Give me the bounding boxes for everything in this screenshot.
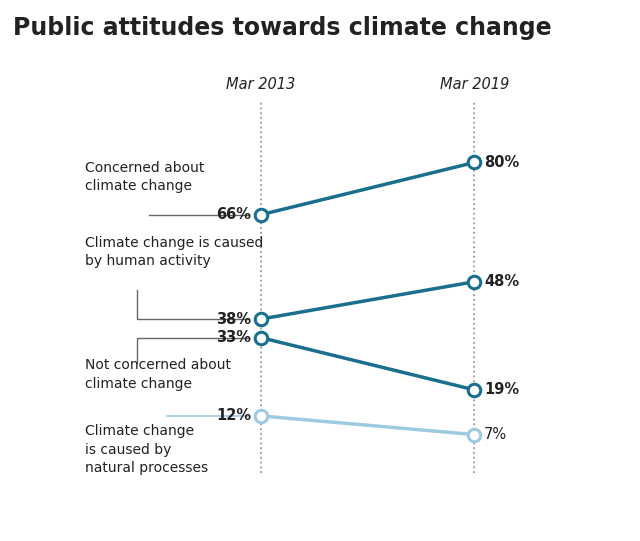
Text: 38%: 38% xyxy=(216,312,251,327)
Text: 19%: 19% xyxy=(484,382,520,397)
Text: Climate change is caused
by human activity: Climate change is caused by human activi… xyxy=(85,236,263,268)
Text: 80%: 80% xyxy=(484,155,520,170)
Text: 7%: 7% xyxy=(484,427,508,442)
Text: Mar 2013: Mar 2013 xyxy=(227,77,296,92)
Text: Concerned about
climate change: Concerned about climate change xyxy=(85,161,204,193)
Text: 66%: 66% xyxy=(216,207,251,222)
Text: PA: PA xyxy=(564,506,591,525)
Text: Climate change
is caused by
natural processes: Climate change is caused by natural proc… xyxy=(85,424,208,475)
Text: 33%: 33% xyxy=(216,330,251,345)
Text: 12%: 12% xyxy=(216,408,251,424)
Text: Not concerned about
climate change: Not concerned about climate change xyxy=(85,359,231,391)
Text: Mar 2019: Mar 2019 xyxy=(440,77,509,92)
Text: Public attitudes towards climate change: Public attitudes towards climate change xyxy=(13,16,552,40)
Text: 48%: 48% xyxy=(484,274,520,289)
